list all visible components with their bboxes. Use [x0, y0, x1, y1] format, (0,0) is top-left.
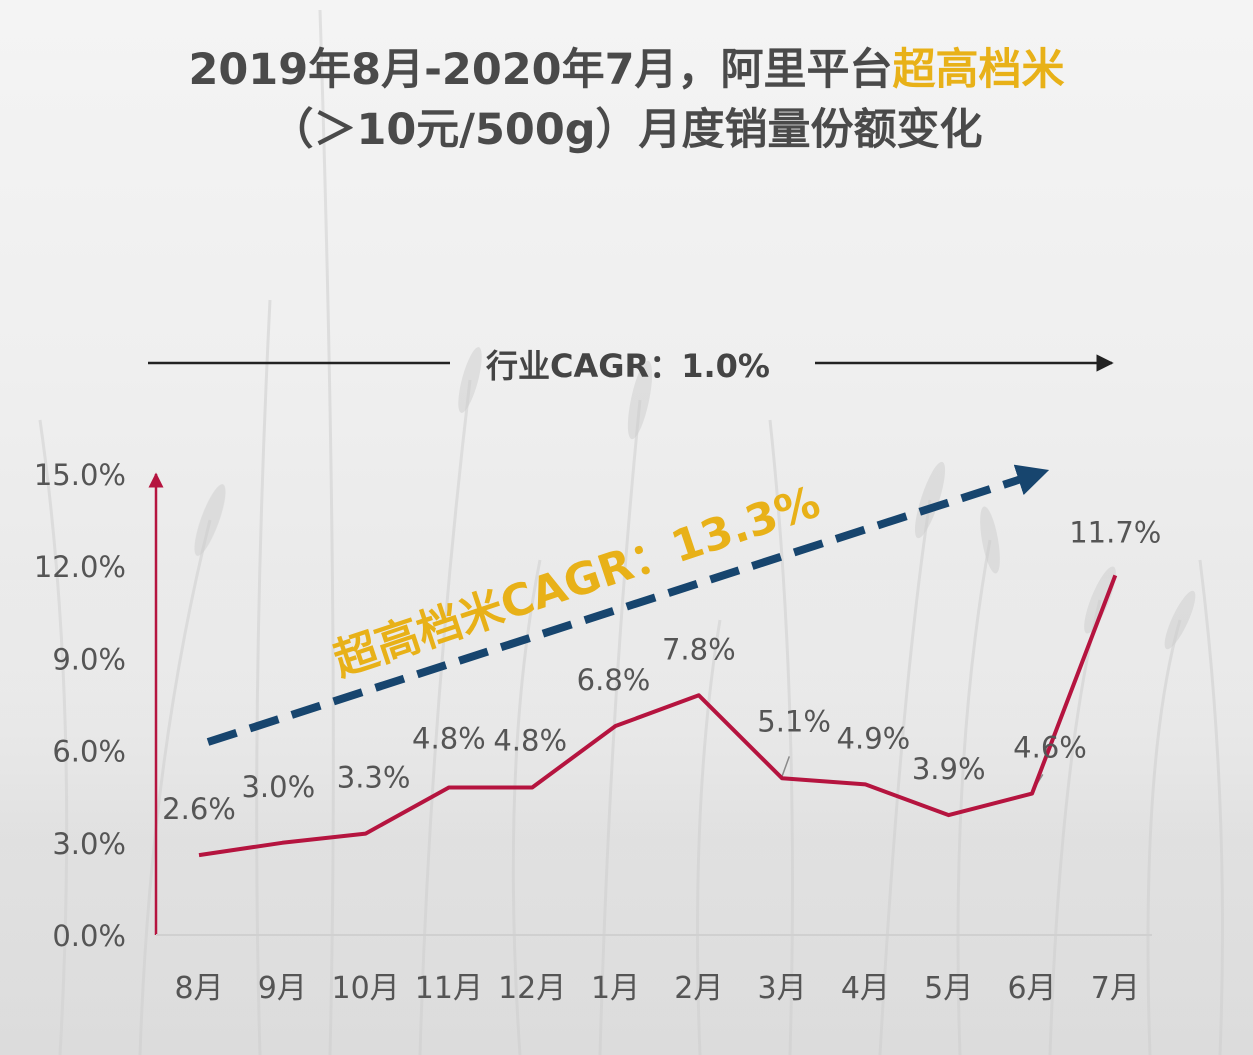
- title-line-1: 2019年8月-2020年7月，阿里平台超高档米: [0, 40, 1253, 100]
- leader-line: [781, 756, 791, 777]
- data-label: 5.1%: [757, 704, 831, 738]
- data-label: 3.3%: [337, 761, 411, 795]
- data-label: 7.8%: [662, 632, 736, 666]
- data-label: 4.8%: [493, 723, 567, 757]
- title-line-2: （＞10元/500g）月度销量份额变化: [270, 105, 983, 155]
- x-tick-label: 7月: [1091, 971, 1140, 1006]
- y-tick-label: 6.0%: [52, 735, 126, 769]
- x-tick-label: 2月: [674, 971, 723, 1006]
- series-line: [198, 574, 1118, 858]
- x-tick-label: 8月: [174, 971, 223, 1006]
- data-label: 3.0%: [241, 770, 315, 804]
- x-tick-label: 12月: [498, 971, 566, 1006]
- x-tick-label: 3月: [758, 971, 807, 1006]
- y-tick-label: 12.0%: [34, 550, 126, 584]
- title-line-1-prefix: 2019年8月-2020年7月，阿里平台: [188, 45, 893, 95]
- x-tick-label: 10月: [332, 971, 400, 1006]
- data-label: 4.6%: [1013, 731, 1087, 765]
- y-tick-label: 15.0%: [34, 458, 126, 492]
- industry-cagr-label: 行业CAGR：1.0%: [486, 347, 770, 385]
- data-label: 4.8%: [412, 721, 486, 755]
- data-label: 4.9%: [837, 721, 911, 755]
- data-label: 6.8%: [577, 663, 651, 697]
- data-label: 3.9%: [912, 752, 986, 786]
- y-tick-label: 9.0%: [52, 642, 126, 676]
- title-highlight: 超高档米: [892, 45, 1065, 95]
- x-tick-label: 6月: [1007, 971, 1056, 1006]
- x-tick-label: 4月: [841, 971, 890, 1006]
- x-tick-labels: 8月 9月 10月 11月 12月 1月 2月 3月 4月 5月 6月 7月: [174, 971, 1139, 1006]
- data-label: 11.7%: [1069, 515, 1161, 549]
- data-labels: 2.6%3.0% 3.3%4.8% 4.8%6.8%7.8%5.1%4.9%3.9%…: [162, 515, 1161, 826]
- x-tick-label: 9月: [258, 971, 307, 1006]
- y-tick-labels: 0.0% 3.0% 6.0% 9.0% 12.0% 15.0%: [34, 458, 126, 953]
- x-tick-label: 5月: [924, 971, 973, 1006]
- x-tick-label: 11月: [415, 971, 483, 1006]
- chart-title: 2019年8月-2020年7月，阿里平台超高档米 （＞10元/500g）月度销量…: [0, 40, 1253, 160]
- y-tick-label: 0.0%: [52, 919, 126, 953]
- premium-cagr-label: 超高档米CAGR：13.3%: [327, 477, 826, 687]
- premium-cagr-trend-arrow: [206, 464, 1050, 746]
- data-label: 2.6%: [162, 792, 236, 826]
- y-tick-label: 3.0%: [52, 827, 126, 861]
- x-tick-label: 1月: [591, 971, 640, 1006]
